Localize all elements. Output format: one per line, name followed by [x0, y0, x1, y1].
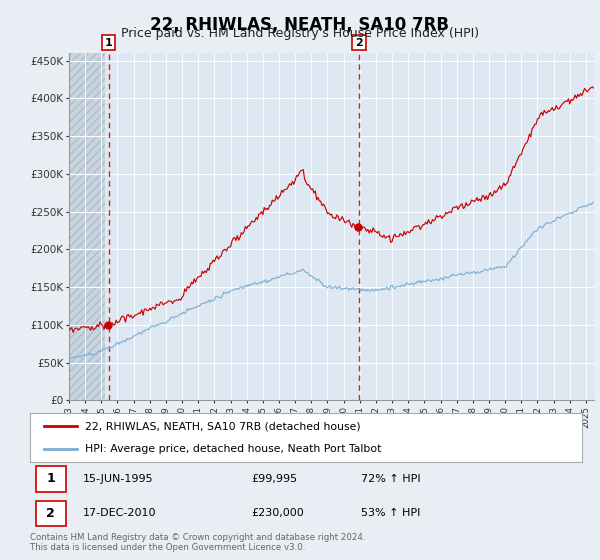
Text: 1: 1 — [105, 38, 113, 48]
Text: HPI: Average price, detached house, Neath Port Talbot: HPI: Average price, detached house, Neat… — [85, 444, 382, 454]
Text: 22, RHIWLAS, NEATH, SA10 7RB: 22, RHIWLAS, NEATH, SA10 7RB — [151, 16, 449, 34]
Text: 15-JUN-1995: 15-JUN-1995 — [82, 474, 153, 484]
Text: 2: 2 — [46, 507, 55, 520]
Text: 53% ↑ HPI: 53% ↑ HPI — [361, 508, 421, 519]
Text: 72% ↑ HPI: 72% ↑ HPI — [361, 474, 421, 484]
Text: 2: 2 — [355, 38, 363, 48]
Text: 22, RHIWLAS, NEATH, SA10 7RB (detached house): 22, RHIWLAS, NEATH, SA10 7RB (detached h… — [85, 421, 361, 431]
FancyBboxPatch shape — [35, 501, 66, 526]
Text: This data is licensed under the Open Government Licence v3.0.: This data is licensed under the Open Gov… — [30, 543, 305, 552]
Text: Price paid vs. HM Land Registry's House Price Index (HPI): Price paid vs. HM Land Registry's House … — [121, 27, 479, 40]
Text: £230,000: £230,000 — [251, 508, 304, 519]
Text: 17-DEC-2010: 17-DEC-2010 — [82, 508, 156, 519]
Text: £99,995: £99,995 — [251, 474, 297, 484]
Text: 1: 1 — [46, 473, 55, 486]
FancyBboxPatch shape — [35, 466, 66, 492]
Text: Contains HM Land Registry data © Crown copyright and database right 2024.: Contains HM Land Registry data © Crown c… — [30, 533, 365, 542]
